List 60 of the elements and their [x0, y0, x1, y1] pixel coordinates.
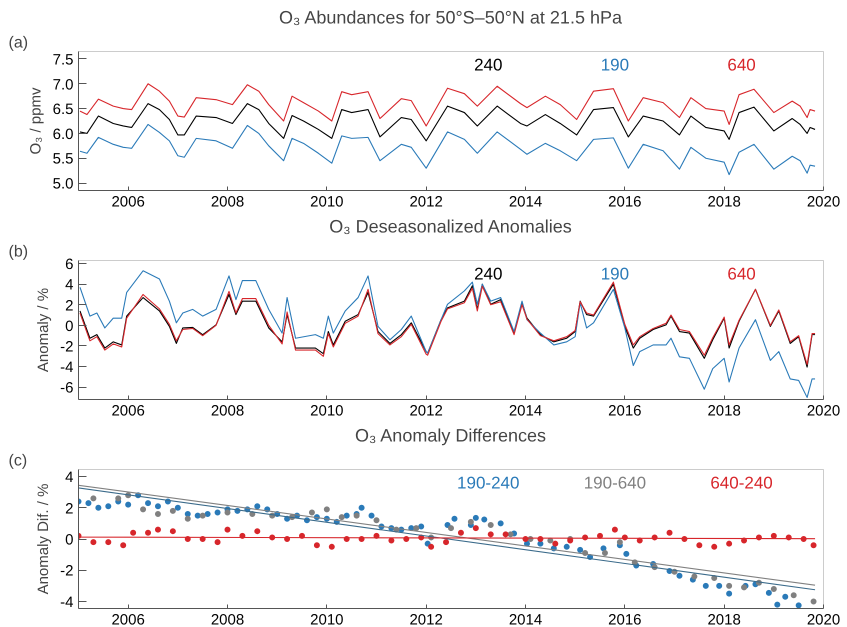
y-tick-label: 2	[65, 297, 74, 314]
y-tick-label: -2	[60, 562, 74, 580]
x-tick-label: 2008	[210, 402, 244, 420]
y-tick-label: 6	[65, 256, 74, 274]
text: (a)	[8, 34, 28, 52]
text: 640-240	[710, 473, 773, 492]
x-tick-label: 2006	[111, 612, 145, 627]
x-tick-label: 2020	[806, 402, 840, 420]
x-tick-label: 2020	[806, 612, 840, 627]
x-tick-label: 2016	[608, 402, 642, 420]
y-tick-label: 7.5	[52, 51, 74, 68]
x-tick-label: 2012	[409, 612, 443, 627]
series-label: 190-240	[457, 473, 520, 492]
x-tick-label: 2006	[111, 402, 145, 420]
x-tick-label: 2018	[707, 402, 741, 420]
x-tick-label: 2016	[608, 194, 642, 210]
series-label: 190	[600, 264, 630, 284]
y-tick-label: 5.5	[52, 150, 74, 168]
y-tick-label: 0	[65, 318, 74, 335]
chart-title: O₃ Anomaly Differences	[354, 426, 546, 446]
y-tick-label: 4	[65, 469, 74, 486]
x-tick-label: 2014	[508, 402, 542, 420]
y-tick-label: 7.0	[52, 76, 74, 94]
text: (b)	[8, 244, 28, 260]
series-label: 240	[474, 55, 502, 74]
y-tick-label: 4	[65, 276, 74, 294]
text: 190-640	[584, 473, 646, 492]
chart-title: O₃ Abundances for 50°S–50°N at 21.5 hPa	[279, 8, 623, 28]
y-tick-label: 5.0	[52, 176, 74, 193]
x-tick-label: 2012	[409, 194, 443, 210]
y-tick-label: -2	[60, 338, 74, 356]
text: (c)	[8, 452, 28, 470]
x-tick-label: 2008	[210, 194, 244, 210]
y-tick-label: 6.0	[52, 126, 74, 143]
series-label: 640	[727, 55, 756, 74]
text: 190	[600, 55, 630, 74]
x-tick-label: 2012	[409, 402, 443, 420]
x-tick-label: 2008	[210, 612, 244, 627]
x-tick-label: 2010	[310, 194, 344, 210]
y-tick-label: 0	[65, 532, 74, 548]
y-axis-title: Anomaly / %	[35, 288, 52, 372]
x-tick-label: 2014	[508, 612, 542, 627]
x-tick-label: 2016	[608, 612, 642, 627]
y-tick-label: -4	[60, 594, 74, 611]
series-label: 640	[727, 264, 756, 284]
series-label: 240	[474, 264, 502, 284]
x-tick-label: 2018	[707, 194, 741, 210]
y-tick-label: -4	[60, 359, 74, 376]
y-tick-label: 6.5	[52, 101, 74, 118]
y-tick-label: 2	[65, 500, 74, 518]
y-tick-label: -6	[60, 380, 74, 397]
y-axis-title: Anomaly Dif. / %	[35, 484, 52, 594]
x-tick-label: 2020	[806, 194, 840, 210]
y-axis-title: O₃ / ppmv	[28, 87, 45, 154]
chart-title: O₃ Deseasonalized Anomalies	[329, 216, 572, 236]
x-tick-label: 2010	[310, 612, 344, 627]
x-tick-label: 2006	[111, 194, 145, 210]
x-tick-label: 2018	[707, 612, 741, 627]
x-tick-label: 2014	[508, 194, 542, 210]
x-tick-label: 2010	[310, 402, 344, 420]
